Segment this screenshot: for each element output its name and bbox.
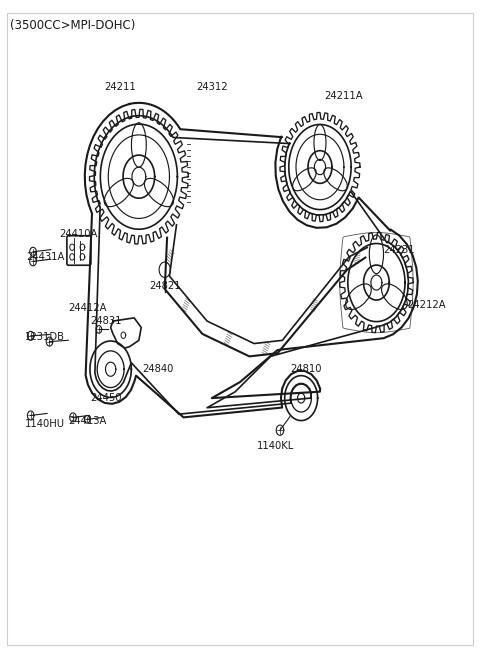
Text: 24412A: 24412A bbox=[68, 303, 107, 313]
Text: (3500CC>MPI-DOHC): (3500CC>MPI-DOHC) bbox=[10, 20, 135, 32]
Text: 1140KL: 1140KL bbox=[257, 441, 294, 451]
Text: 24431A: 24431A bbox=[26, 252, 64, 262]
Text: 24212A: 24212A bbox=[407, 300, 445, 310]
Text: 24810: 24810 bbox=[290, 364, 322, 374]
Text: 24211: 24211 bbox=[104, 82, 136, 92]
Text: 24413A: 24413A bbox=[68, 415, 106, 426]
Text: 1231DB: 1231DB bbox=[25, 332, 65, 342]
Text: 24211A: 24211A bbox=[324, 92, 363, 102]
Text: 24312: 24312 bbox=[196, 82, 228, 92]
Text: 24840: 24840 bbox=[142, 364, 173, 374]
Text: 24231: 24231 bbox=[384, 246, 415, 255]
Text: 1140HU: 1140HU bbox=[25, 419, 65, 429]
Text: 24821: 24821 bbox=[149, 281, 180, 291]
Text: 24450: 24450 bbox=[90, 393, 122, 403]
Text: 24410A: 24410A bbox=[59, 229, 97, 240]
Text: 24831: 24831 bbox=[90, 316, 122, 326]
